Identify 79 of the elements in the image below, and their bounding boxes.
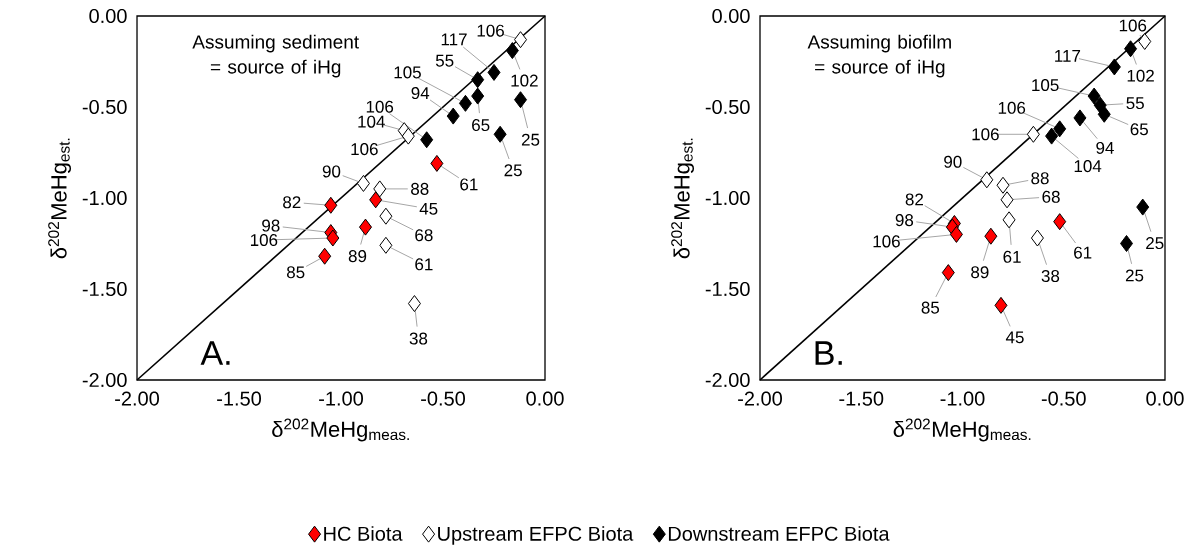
annotation: 106	[250, 234, 278, 247]
annotation: B.	[815, 341, 842, 365]
annotation: 38	[1041, 270, 1060, 283]
x-tick-label: -0.50	[421, 391, 466, 406]
annotation: 106	[351, 143, 378, 156]
annotation: 106	[873, 235, 900, 248]
annotation: 68	[415, 229, 433, 242]
y-tick-label: 0.00	[89, 8, 127, 24]
annotation: 89	[971, 266, 989, 279]
x-tick-label: -1.50	[839, 391, 884, 406]
annotation: 25	[1125, 269, 1144, 282]
y-tick-label: -2.00	[82, 372, 127, 388]
annotation: 117	[441, 33, 467, 46]
y-tick-label: 0.00	[712, 8, 750, 24]
x-tick-label: -2.00	[738, 391, 782, 406]
annotation: 106	[366, 100, 394, 113]
annotation: 65	[1130, 123, 1148, 136]
legend-label: HC Biota	[324, 526, 403, 541]
annotation: 85	[921, 301, 940, 314]
annotation: 61	[1003, 250, 1021, 263]
legend-label: Downstream EFPC Biota	[668, 526, 890, 541]
legend-label: Upstream EFPC Biota	[438, 526, 634, 545]
annotation: 94	[1096, 141, 1114, 154]
annotation: 98	[895, 214, 914, 227]
x-tick-label: -1.00	[319, 391, 364, 406]
annotation: 82	[283, 196, 301, 209]
annotation: Assuming sediment = source of iHg	[192, 34, 359, 78]
y-tick-label: -1.00	[82, 190, 127, 206]
annotation: 55	[1126, 97, 1144, 110]
annotation: 45	[419, 202, 438, 215]
annotation: 88	[1031, 172, 1049, 185]
annotation: 104	[1074, 160, 1102, 173]
annotation: 106	[972, 128, 999, 141]
x-tick-label: -1.00	[940, 391, 985, 406]
annotation: 38	[409, 332, 428, 345]
annotation: 104	[358, 115, 385, 128]
annotation: 106	[1119, 19, 1147, 32]
annotation: 61	[1074, 246, 1092, 259]
x-tick-label: -1.50	[217, 391, 262, 406]
annotation: A.	[200, 341, 230, 365]
annotation: 85	[286, 266, 305, 279]
annotation: 102	[511, 74, 538, 87]
annotation: 89	[348, 250, 367, 263]
x-tick-label: 0.00	[1146, 391, 1184, 406]
y-tick-label: -0.50	[705, 99, 750, 115]
y-tick-label: -2.00	[705, 372, 750, 388]
annotation: 25	[1146, 237, 1164, 250]
annotation: Assuming biofilm = source of iHg	[807, 34, 951, 78]
annotation: 88	[411, 182, 429, 195]
annotation: 55	[435, 54, 454, 67]
y-axis-title: δ$^{202}$MeHg$_{est.}$	[48, 138, 72, 259]
y-axis-title: δ$^{202}$MeHg$_{est.}$	[671, 138, 695, 259]
x-axis-title: δ$^{202}$MeHg$_{meas.}$	[893, 418, 1031, 442]
annotation: 61	[460, 178, 478, 191]
annotation: 117	[1055, 50, 1081, 62]
x-tick-label: -2.00	[115, 391, 160, 406]
y-tick-label: -1.50	[705, 281, 750, 297]
annotation: 90	[944, 155, 962, 168]
x-axis-title: δ$^{202}$MeHg$_{meas.}$	[272, 418, 409, 442]
x-tick-label: -0.50	[1041, 391, 1086, 406]
annotation: 25	[504, 164, 522, 177]
annotation: 98	[262, 219, 280, 232]
annotation: 106	[998, 101, 1026, 114]
annotation: 45	[1005, 331, 1024, 344]
annotation: 65	[472, 119, 490, 132]
y-tick-label: -1.50	[82, 281, 127, 297]
x-tick-label: 0.00	[526, 391, 564, 406]
annotation: 61	[415, 258, 433, 271]
annotation: 102	[1127, 69, 1154, 82]
annotation: 106	[477, 24, 504, 37]
annotation: 105	[394, 66, 421, 79]
y-tick-label: -1.00	[705, 190, 750, 206]
annotation: 82	[905, 193, 923, 206]
annotation: 105	[1032, 79, 1059, 92]
annotation: 68	[1042, 190, 1060, 203]
annotation: 90	[322, 165, 341, 178]
annotation: 94	[411, 87, 430, 100]
y-tick-label: -0.50	[82, 99, 127, 115]
annotation: 25	[521, 133, 540, 146]
